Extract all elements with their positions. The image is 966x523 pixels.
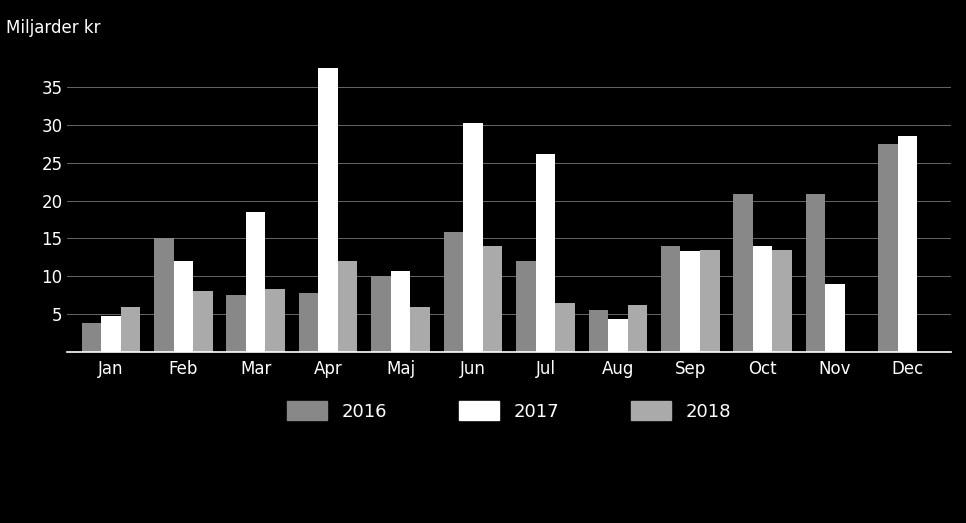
Bar [588, 310, 608, 352]
Text: Miljarder kr: Miljarder kr [6, 19, 100, 37]
Bar [661, 246, 680, 352]
Bar [391, 271, 411, 352]
Bar [319, 68, 338, 352]
Bar [298, 293, 319, 352]
Bar [443, 232, 464, 352]
Bar [338, 261, 357, 352]
Bar [773, 250, 792, 352]
Bar [121, 306, 140, 352]
Bar [733, 195, 753, 352]
Bar [174, 261, 193, 352]
Bar [411, 306, 430, 352]
Bar [193, 291, 213, 352]
Bar [628, 305, 647, 352]
Bar [226, 295, 246, 352]
Bar [371, 276, 391, 352]
Bar [753, 246, 773, 352]
Bar [101, 315, 121, 352]
Bar [700, 250, 720, 352]
Bar [81, 323, 101, 352]
Bar [516, 261, 535, 352]
Bar [483, 246, 502, 352]
Bar [464, 122, 483, 352]
Bar [878, 144, 897, 352]
Bar [555, 303, 575, 352]
Bar [154, 238, 174, 352]
Legend: 2016, 2017, 2018: 2016, 2017, 2018 [280, 394, 738, 428]
Bar [897, 136, 918, 352]
Bar [246, 212, 266, 352]
Bar [806, 195, 825, 352]
Bar [266, 289, 285, 352]
Bar [680, 251, 700, 352]
Bar [535, 154, 555, 352]
Bar [608, 320, 628, 352]
Bar [825, 284, 845, 352]
